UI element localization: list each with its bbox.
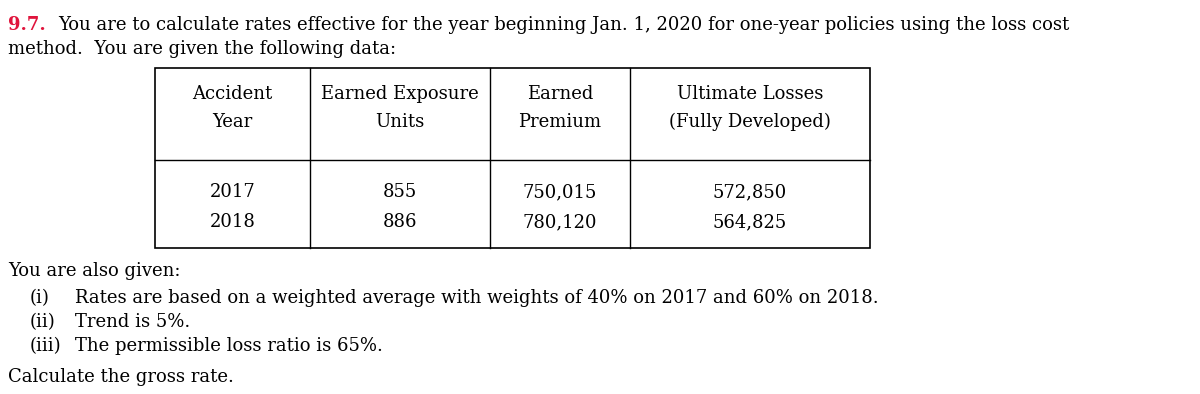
Text: 855: 855 <box>383 183 418 201</box>
Text: Accident: Accident <box>192 85 272 103</box>
Text: 2018: 2018 <box>210 213 256 231</box>
Text: 564,825: 564,825 <box>713 213 787 231</box>
Text: Trend is 5%.: Trend is 5%. <box>74 313 191 331</box>
Text: Calculate the gross rate.: Calculate the gross rate. <box>8 368 234 386</box>
Bar <box>155 68 870 248</box>
Text: Premium: Premium <box>518 113 601 131</box>
Text: Ultimate Losses: Ultimate Losses <box>677 85 823 103</box>
Text: Year: Year <box>212 113 253 131</box>
Text: The permissible loss ratio is 65%.: The permissible loss ratio is 65%. <box>74 337 383 355</box>
Text: 750,015: 750,015 <box>523 183 598 201</box>
Text: 886: 886 <box>383 213 418 231</box>
Text: 2017: 2017 <box>210 183 256 201</box>
Text: 9.7.: 9.7. <box>8 16 46 34</box>
Text: (iii): (iii) <box>30 337 61 355</box>
Text: Earned: Earned <box>527 85 593 103</box>
Text: You are also given:: You are also given: <box>8 262 180 280</box>
Text: 572,850: 572,850 <box>713 183 787 201</box>
Text: (ii): (ii) <box>30 313 55 331</box>
Text: Units: Units <box>376 113 425 131</box>
Text: Earned Exposure: Earned Exposure <box>322 85 479 103</box>
Text: Rates are based on a weighted average with weights of 40% on 2017 and 60% on 201: Rates are based on a weighted average wi… <box>74 289 878 307</box>
Text: method.  You are given the following data:: method. You are given the following data… <box>8 40 396 58</box>
Text: (Fully Developed): (Fully Developed) <box>670 113 830 131</box>
Text: You are to calculate rates effective for the year beginning Jan. 1, 2020 for one: You are to calculate rates effective for… <box>58 16 1069 34</box>
Text: 780,120: 780,120 <box>523 213 598 231</box>
Text: (i): (i) <box>30 289 50 307</box>
